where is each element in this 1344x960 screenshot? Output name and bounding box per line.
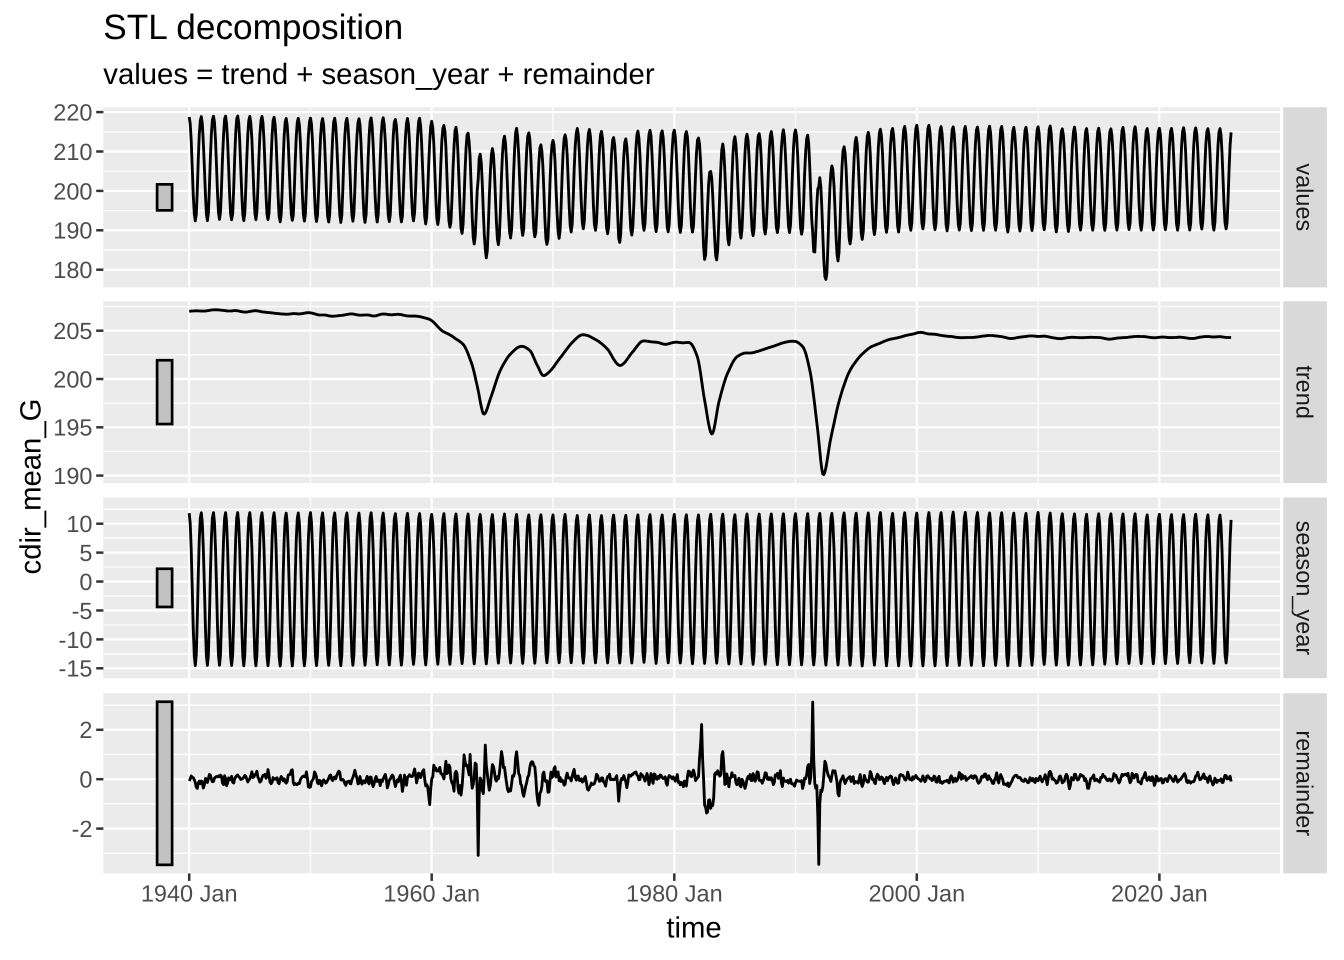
svg-text:values = trend + season_year +: values = trend + season_year + remainder	[103, 58, 655, 91]
svg-text:trend: trend	[1292, 365, 1318, 419]
svg-text:cdir_mean_G: cdir_mean_G	[14, 399, 47, 575]
svg-text:1940 Jan: 1940 Jan	[141, 881, 238, 907]
svg-text:STL decomposition: STL decomposition	[103, 8, 403, 47]
svg-text:-5: -5	[72, 598, 93, 624]
svg-text:190: 190	[53, 218, 92, 244]
svg-text:5: 5	[79, 540, 92, 566]
svg-text:remainder: remainder	[1292, 730, 1318, 836]
svg-text:180: 180	[53, 257, 92, 283]
svg-text:1960 Jan: 1960 Jan	[383, 881, 480, 907]
svg-text:time: time	[666, 912, 721, 945]
svg-text:2: 2	[79, 717, 92, 743]
svg-text:values: values	[1292, 163, 1318, 231]
svg-text:195: 195	[53, 415, 92, 441]
svg-text:210: 210	[53, 139, 92, 165]
svg-text:1980 Jan: 1980 Jan	[626, 881, 723, 907]
svg-text:-10: -10	[59, 627, 93, 653]
svg-text:2000 Jan: 2000 Jan	[868, 881, 965, 907]
svg-text:220: 220	[53, 100, 92, 126]
svg-text:season_year: season_year	[1292, 521, 1318, 656]
svg-text:-15: -15	[59, 656, 93, 682]
svg-text:205: 205	[53, 318, 92, 344]
svg-text:0: 0	[79, 767, 92, 793]
svg-text:2020 Jan: 2020 Jan	[1111, 881, 1208, 907]
svg-text:10: 10	[66, 511, 92, 537]
svg-text:200: 200	[53, 178, 92, 204]
svg-text:200: 200	[53, 366, 92, 392]
svg-text:-2: -2	[72, 816, 93, 842]
svg-text:190: 190	[53, 463, 92, 489]
svg-text:0: 0	[79, 569, 92, 595]
